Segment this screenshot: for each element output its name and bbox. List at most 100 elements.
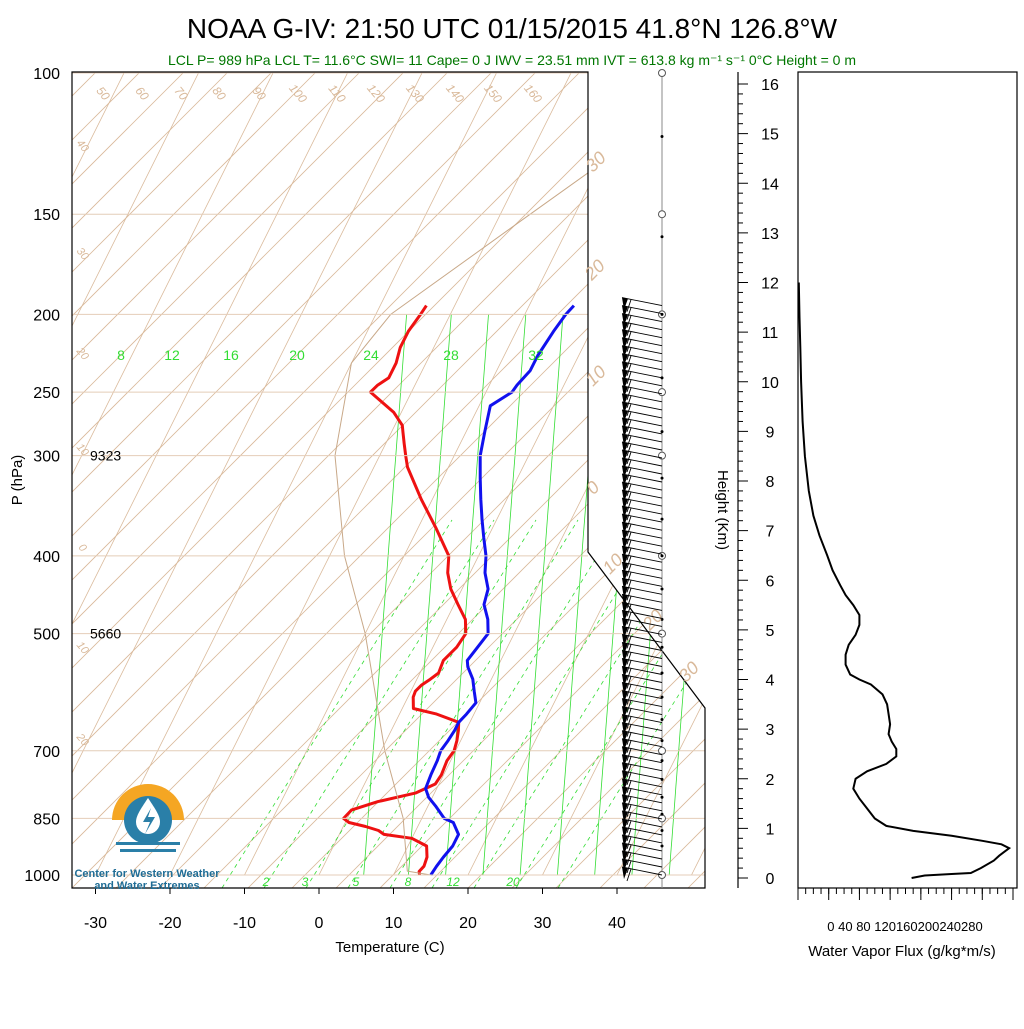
dry-adiabat-label: 140 [443, 81, 467, 106]
height-tick-label: 7 [766, 524, 775, 541]
temperature-tick-label: 20 [459, 915, 477, 932]
dry-adiabat-line [0, 0, 632, 888]
mixing-ratio-label: 16 [223, 347, 239, 363]
theta-label: 10 [74, 640, 92, 658]
height-axis-title: Height (Km) [714, 470, 731, 550]
mixing-ratio-label: 3 [302, 875, 309, 889]
barb-staff-dot [661, 518, 664, 521]
dry-adiabat-line [248, 0, 1024, 888]
barb-staff-marker [659, 70, 666, 77]
dry-adiabat-label: 120 [364, 81, 388, 106]
theta-label: 0 [582, 477, 603, 498]
isotherm-line [0, 73, 199, 875]
x-axis-title: Temperature (C) [335, 939, 444, 956]
mixing-ratio-label: 12 [446, 875, 460, 889]
pressure-tick-label: 400 [33, 549, 60, 566]
barb-staff-marker [659, 389, 666, 396]
mixing-ratio-label: 20 [505, 875, 520, 889]
cw3e-logo: Center for Western Weather and Water Ext… [74, 784, 220, 892]
isotherm-line [96, 73, 497, 875]
height-tick-label: 16 [761, 77, 779, 94]
barb-staff-marker [659, 452, 666, 459]
dry-adiabat-label: 160 [521, 81, 545, 106]
barb-staff-dot [661, 759, 664, 762]
height-tick-label: 9 [766, 424, 775, 441]
mixing-ratio-label: 32 [528, 347, 544, 363]
pressure-tick-label: 850 [33, 811, 60, 828]
theta-label: 20 [73, 345, 91, 364]
height-tick-label: 2 [766, 772, 775, 789]
temperature-tick-label: 0 [315, 915, 324, 932]
mixing-ratio-label: 24 [363, 347, 379, 363]
height-tick-label: 11 [762, 325, 779, 342]
dry-adiabat-line [820, 0, 1024, 888]
logo-text-line2: and Water Extremes [94, 880, 199, 892]
barb-staff-dot [661, 739, 664, 742]
theta-label: 40 [74, 138, 92, 156]
height-tick-label: 6 [766, 573, 775, 590]
height-tick-label: 13 [761, 226, 779, 243]
mixing-ratio-label: 5 [353, 875, 360, 889]
temperature-tick-label: -20 [158, 915, 181, 932]
temperature-tick-label: 30 [534, 915, 552, 932]
temperature-tick-label: 10 [385, 915, 403, 932]
isotherm-line [617, 73, 1018, 875]
dry-adiabat-line [996, 0, 1024, 888]
barb-staff-marker [659, 747, 666, 754]
height-tick-label: 4 [766, 673, 775, 690]
isotherm-line [245, 73, 646, 875]
theta-label: 30 [74, 246, 92, 264]
temperature-tick-label: -10 [233, 915, 256, 932]
theta-label: 20 [73, 731, 91, 750]
pressure-tick-label: 1000 [24, 868, 60, 885]
dry-adiabat-label: 60 [132, 84, 152, 103]
height-tick-label: 5 [766, 623, 775, 640]
pressure-tick-label: 150 [33, 207, 60, 224]
flux-frame [798, 72, 1017, 888]
dry-adiabat-line [644, 0, 1024, 888]
dry-adiabat-label: 70 [171, 84, 191, 103]
isotherm-line [766, 73, 1024, 875]
mixing-ratio-label: 8 [117, 347, 125, 363]
barb-staff-dot [661, 477, 664, 480]
mixing-ratio-dashed [264, 520, 494, 888]
dry-adiabat-line [952, 0, 1024, 888]
theta-label: 30 [582, 148, 610, 176]
mixing-ratio-dashed [390, 520, 620, 888]
theta-label: 10 [74, 442, 92, 460]
mixing-ratio-curve [706, 314, 749, 875]
dry-adiabat-line [0, 0, 764, 888]
dry-adiabat-line [160, 0, 1024, 888]
pressure-tick-label: 100 [33, 66, 60, 83]
skewt-plot-area [0, 0, 1024, 888]
height-tick-label: 8 [766, 474, 775, 491]
dry-adiabat-label: 100 [286, 81, 310, 106]
dry-adiabat-label: 80 [209, 84, 229, 103]
mixing-ratio-dashed [516, 520, 746, 888]
dry-adiabat-line [864, 0, 1024, 888]
barb-staff-dot [661, 588, 664, 591]
theta-label: 20 [580, 256, 609, 285]
dry-adiabat-line [380, 0, 1024, 888]
mixing-ratio-label: 20 [289, 347, 305, 363]
dry-adiabat-line [0, 0, 456, 888]
height-tick-label: 14 [761, 176, 779, 193]
isotherm-line [394, 73, 795, 875]
mixing-ratio-label: 12 [164, 347, 180, 363]
height-tick-label: 1 [766, 821, 775, 838]
dry-adiabat-line [908, 0, 1024, 888]
wind-barb-shaft [622, 298, 662, 306]
mixing-ratio-dashed [558, 520, 788, 888]
mixing-ratio-curve [557, 314, 600, 875]
dry-adiabat-line [0, 0, 676, 888]
page-subtitle: LCL P= 989 hPa LCL T= 11.6°C SWI= 11 Cap… [168, 52, 856, 68]
barb-staff-dot [661, 829, 664, 832]
theta-label: 0 [76, 542, 90, 555]
dry-adiabat-label: 150 [481, 81, 505, 106]
logo-wave-2 [120, 849, 176, 852]
page-title: NOAA G-IV: 21:50 UTC 01/15/2015 41.8°N 1… [187, 13, 838, 44]
y-axis-title: P (hPa) [9, 455, 26, 506]
height-tick-label: 3 [766, 722, 775, 739]
pressure-tick-label: 500 [33, 627, 60, 644]
